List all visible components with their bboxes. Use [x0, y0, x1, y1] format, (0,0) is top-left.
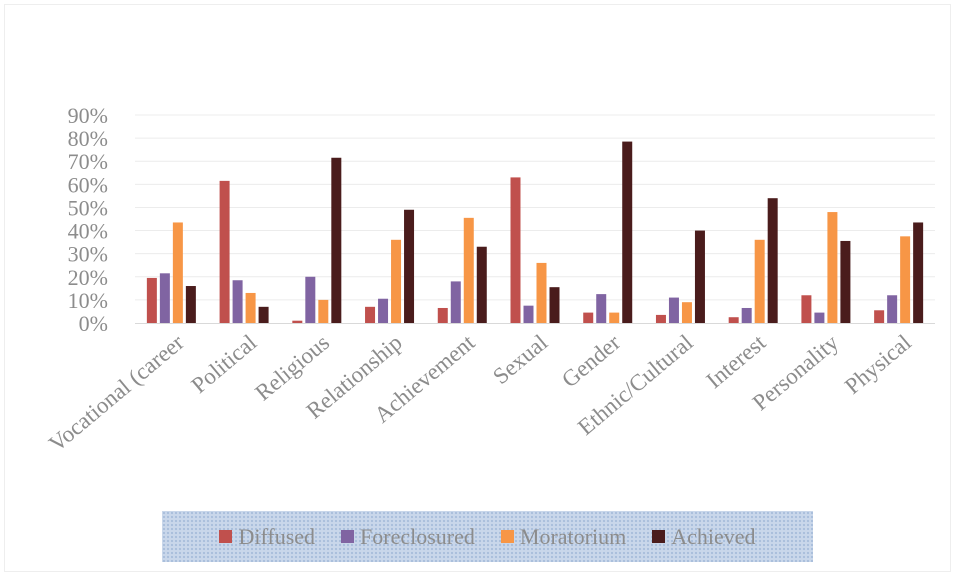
legend-swatch — [341, 530, 355, 543]
bar-achieved-4 — [476, 246, 487, 323]
y-tick-label: 20% — [68, 265, 108, 290]
x-category-label: Sexual — [488, 330, 552, 389]
bar-diffused-6 — [583, 312, 594, 323]
bar-achieved-7 — [694, 230, 705, 323]
y-tick-label: 30% — [68, 242, 108, 267]
bar-moratorium-5 — [536, 262, 547, 323]
bar-foreclosured-1 — [232, 280, 243, 323]
legend-item-achieved: Achieved — [652, 523, 756, 550]
bar-foreclosured-10 — [887, 295, 898, 323]
bar-diffused-4 — [437, 307, 448, 323]
y-tick-label: 80% — [68, 126, 108, 151]
y-tick-label: 90% — [68, 103, 108, 128]
bar-foreclosured-4 — [450, 281, 461, 323]
legend-item-diffused: Diffused — [219, 524, 315, 550]
bar-moratorium-10 — [900, 236, 911, 323]
bar-diffused-10 — [874, 310, 885, 323]
bar-moratorium-6 — [609, 312, 620, 323]
bar-diffused-8 — [728, 317, 739, 323]
y-tick-label: 50% — [68, 195, 108, 220]
bar-achieved-6 — [622, 141, 633, 323]
gridlines — [135, 114, 935, 301]
bar-moratorium-8 — [754, 239, 765, 323]
bar-diffused-2 — [292, 320, 303, 323]
bar-moratorium-0 — [172, 222, 183, 323]
bar-diffused-1 — [219, 180, 230, 323]
legend-label: Foreclosured — [360, 523, 475, 549]
bar-moratorium-1 — [245, 292, 256, 323]
x-category-label: Interest — [701, 329, 770, 393]
x-category-label: Vocational (career — [44, 329, 189, 456]
legend-item-moratorium: Moratorium — [500, 523, 627, 550]
bar-foreclosured-7 — [668, 297, 679, 323]
bar-diffused-3 — [365, 306, 376, 323]
bar-achieved-1 — [258, 306, 269, 323]
bar-diffused-9 — [801, 295, 812, 323]
legend-item-foreclosured: Foreclosured — [341, 524, 475, 550]
bar-achieved-10 — [913, 222, 924, 323]
y-axis-ticks: 0%10%20%30%40%50%60%70%80%90% — [68, 103, 108, 336]
x-category-label: Political — [187, 330, 262, 398]
bar-moratorium-9 — [827, 212, 838, 323]
bar-moratorium-3 — [391, 239, 402, 323]
legend-label: Achieved — [671, 523, 756, 549]
bar-foreclosured-3 — [378, 298, 389, 323]
legend-label: Moratorium — [519, 523, 627, 549]
bar-foreclosured-5 — [523, 305, 534, 323]
y-tick-label: 60% — [68, 172, 108, 197]
bar-foreclosured-9 — [814, 312, 825, 323]
legend-swatch — [652, 530, 666, 543]
bar-achieved-5 — [549, 287, 560, 323]
bar-foreclosured-8 — [741, 307, 752, 323]
bar-achieved-9 — [840, 240, 851, 323]
x-category-label: Gender — [557, 329, 625, 392]
bar-achieved-3 — [404, 209, 415, 323]
bar-moratorium-7 — [681, 302, 692, 323]
x-axis-labels: Vocational (careerPoliticalReligiousRela… — [44, 329, 916, 456]
legend-swatch — [500, 530, 514, 543]
legend: Diffused Foreclosured Moratorium Achieved — [162, 511, 813, 562]
bar-diffused-0 — [146, 277, 157, 323]
bars — [146, 141, 924, 323]
bar-achieved-2 — [331, 157, 342, 323]
bar-foreclosured-6 — [596, 294, 607, 323]
bar-moratorium-2 — [318, 299, 329, 323]
bar-diffused-5 — [510, 177, 521, 323]
legend-label: Diffused — [238, 523, 316, 549]
legend-swatch — [219, 530, 233, 543]
y-tick-label: 40% — [68, 219, 108, 244]
bar-achieved-8 — [767, 198, 778, 323]
bar-achieved-0 — [185, 286, 196, 323]
bar-diffused-7 — [655, 314, 666, 323]
y-tick-label: 70% — [68, 149, 108, 174]
y-tick-label: 10% — [68, 288, 108, 313]
x-category-label: Physical — [840, 330, 916, 399]
y-tick-label: 0% — [79, 311, 108, 336]
bar-foreclosured-0 — [159, 273, 170, 323]
bar-foreclosured-2 — [305, 276, 316, 323]
bar-moratorium-4 — [463, 217, 474, 323]
